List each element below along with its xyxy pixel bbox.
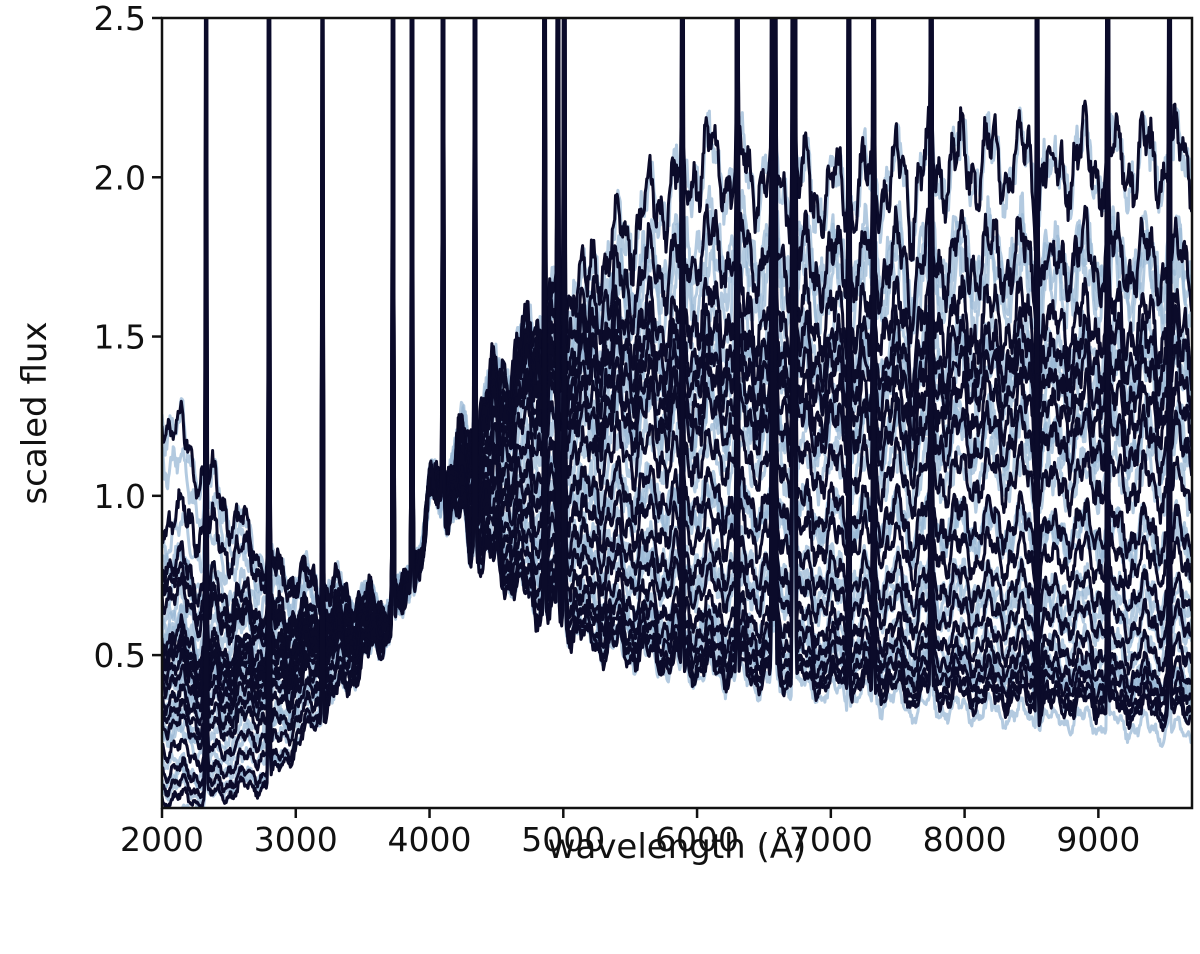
dark-spectrum-line	[162, 18, 1192, 627]
y-axis: 0.5 1.0 1.5 2.0 2.5	[94, 0, 162, 675]
dark-spectrum-line	[162, 18, 1192, 682]
dark-spectrum-line	[162, 120, 1192, 808]
plot-area	[162, 18, 1192, 808]
plot-frame	[160, 16, 1194, 810]
x-tick-label: 7000	[789, 820, 873, 859]
dark-spectrum-line	[162, 18, 1192, 773]
y-tick-label: 2.5	[94, 0, 146, 38]
y-tick-label: 1.0	[94, 477, 146, 516]
dark-spectrum-line	[162, 18, 1192, 741]
x-tick-label: 2000	[120, 820, 204, 859]
dark-spectrum-line	[162, 126, 1192, 751]
y-tick-label: 0.5	[94, 636, 146, 675]
x-tick-label: 8000	[923, 820, 1007, 859]
x-tick-label: 3000	[254, 820, 338, 859]
x-tick-label: 6000	[655, 820, 739, 859]
y-tick-label: 1.5	[94, 318, 146, 357]
x-tick-label: 4000	[388, 820, 472, 859]
dark-spectra-group	[162, 18, 1192, 808]
x-axis: 2000 3000 4000 5000 6000 7000 8000 9000	[120, 808, 1140, 859]
x-axis-label: wavelength (Å)	[548, 826, 807, 867]
x-tick-label: 9000	[1056, 820, 1140, 859]
x-tick-label: 5000	[521, 820, 605, 859]
dark-spectrum-line	[162, 18, 1192, 789]
y-tick-label: 2.0	[94, 158, 146, 197]
y-axis-label: scaled flux	[15, 321, 55, 504]
